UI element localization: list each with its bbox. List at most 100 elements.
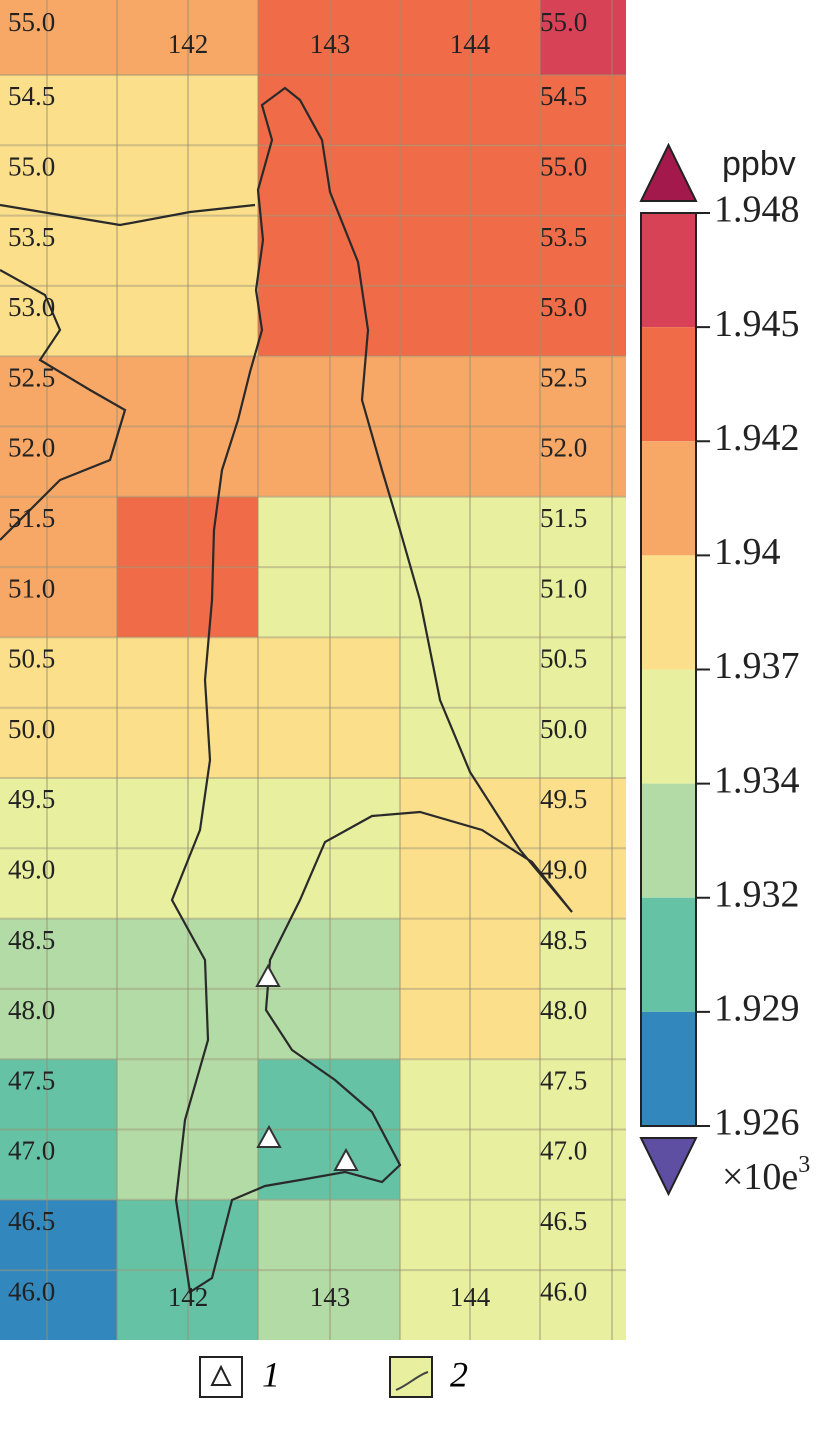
map-cell bbox=[117, 426, 258, 497]
lat-label: 51.0 bbox=[8, 573, 55, 603]
map-cell bbox=[258, 75, 400, 146]
map-cell bbox=[400, 707, 540, 778]
map-cell bbox=[117, 1129, 258, 1200]
map-cell bbox=[117, 637, 258, 708]
lon-label: 142 bbox=[168, 1282, 209, 1312]
lat-label: 51.5 bbox=[8, 503, 55, 533]
lat-label: 53.0 bbox=[8, 292, 55, 322]
map-cell bbox=[540, 707, 626, 778]
map-cell bbox=[117, 778, 258, 849]
colorbar-bin bbox=[641, 1011, 696, 1126]
colorbar-tick-label: 1.929 bbox=[714, 988, 800, 1030]
map-cell bbox=[400, 1059, 540, 1130]
lat-label: 50.0 bbox=[540, 714, 587, 744]
colorbar-bin bbox=[641, 213, 696, 328]
colorbar-unit: ppbv bbox=[722, 145, 796, 183]
lat-label: 52.5 bbox=[540, 362, 587, 392]
colorbar-tick-label: 1.937 bbox=[714, 645, 800, 687]
lon-label: 143 bbox=[310, 29, 351, 59]
colorbar-multiplier: ×10e3 bbox=[722, 1152, 810, 1198]
lat-label: 55.0 bbox=[540, 7, 587, 37]
lat-label: 46.5 bbox=[540, 1206, 587, 1236]
map-cell bbox=[258, 1270, 400, 1340]
lat-label: 49.5 bbox=[540, 784, 587, 814]
colorbar-under bbox=[639, 1137, 698, 1197]
lat-label: 47.5 bbox=[8, 1065, 55, 1095]
stations bbox=[255, 963, 359, 1171]
map-cell bbox=[540, 1199, 626, 1271]
map-cell bbox=[400, 145, 540, 216]
colorbar-over bbox=[639, 142, 698, 202]
lat-label: 50.0 bbox=[8, 714, 55, 744]
colorbar-tick-label: 1.934 bbox=[714, 759, 800, 801]
map-cell bbox=[400, 75, 540, 146]
map-cell bbox=[540, 496, 626, 568]
colorbar-bin bbox=[641, 669, 696, 784]
map-cell bbox=[400, 215, 540, 286]
map-cell bbox=[540, 637, 626, 708]
map-cell bbox=[400, 637, 540, 708]
map-cell bbox=[400, 1129, 540, 1200]
colorbar-tick-label: 1.94 bbox=[714, 531, 781, 573]
map-cell bbox=[258, 567, 400, 638]
legend-line bbox=[395, 1371, 429, 1391]
legend: 1 2 bbox=[199, 1354, 468, 1398]
map-cell bbox=[117, 1199, 258, 1271]
lon-label: 144 bbox=[450, 29, 491, 59]
map-cell bbox=[0, 637, 117, 708]
map-cell bbox=[400, 285, 540, 357]
legend-triangle bbox=[210, 1364, 232, 1386]
map-cell bbox=[258, 1059, 400, 1130]
map-cell bbox=[258, 285, 400, 357]
map-cell bbox=[258, 778, 400, 849]
map-cell bbox=[117, 145, 258, 216]
lat-label: 53.0 bbox=[540, 292, 587, 322]
map-cell bbox=[540, 285, 626, 357]
lon-label: 142 bbox=[168, 29, 209, 59]
map-cell bbox=[0, 1270, 117, 1340]
map-grid bbox=[0, 0, 626, 1340]
lat-label: 54.5 bbox=[8, 81, 55, 111]
map-cell bbox=[540, 848, 626, 919]
lat-label: 53.5 bbox=[8, 222, 55, 252]
map-cell bbox=[400, 1270, 540, 1340]
lat-label: 55.0 bbox=[8, 7, 55, 37]
map-cell bbox=[540, 215, 626, 286]
map-cell bbox=[0, 567, 117, 638]
map-cell bbox=[540, 567, 626, 638]
lat-label: 50.5 bbox=[540, 644, 587, 674]
map-labels: 55.0 55.0 54.5 54.5 55.0 55.0 53.5 53.5 53.0 53.0… bbox=[8, 7, 587, 1312]
lat-label: 50.5 bbox=[8, 644, 55, 674]
map-cell bbox=[540, 1270, 626, 1340]
colorbar-tick-label: 1.932 bbox=[714, 873, 800, 915]
map-cell bbox=[117, 215, 258, 286]
map-cell bbox=[540, 988, 626, 1060]
map-cell bbox=[258, 988, 400, 1060]
map-cell bbox=[400, 988, 540, 1060]
colorbar-bin bbox=[641, 783, 696, 898]
map-cell bbox=[0, 918, 117, 989]
lat-label: 53.5 bbox=[540, 222, 587, 252]
map-cell bbox=[540, 75, 626, 146]
map-cell bbox=[540, 145, 626, 216]
map-cell bbox=[258, 1129, 400, 1200]
map-cell bbox=[0, 1199, 117, 1271]
lat-label: 49.5 bbox=[8, 784, 55, 814]
map-cell bbox=[0, 1059, 117, 1130]
map-cell bbox=[0, 988, 117, 1060]
map-cell bbox=[540, 426, 626, 497]
map-cell bbox=[258, 918, 400, 989]
map-cell bbox=[258, 848, 400, 919]
lat-label: 52.0 bbox=[8, 433, 55, 463]
map-cell bbox=[117, 988, 258, 1060]
colorbar-tick-label: 1.926 bbox=[714, 1102, 800, 1144]
map-cell bbox=[117, 285, 258, 357]
map-cell bbox=[0, 707, 117, 778]
lat-label: 47.0 bbox=[540, 1136, 587, 1166]
map-cell bbox=[400, 356, 540, 427]
map-cell bbox=[540, 1129, 626, 1200]
lat-label: 51.0 bbox=[540, 573, 587, 603]
map-cell bbox=[0, 496, 117, 568]
map-cell bbox=[117, 1059, 258, 1130]
map-cell bbox=[117, 707, 258, 778]
